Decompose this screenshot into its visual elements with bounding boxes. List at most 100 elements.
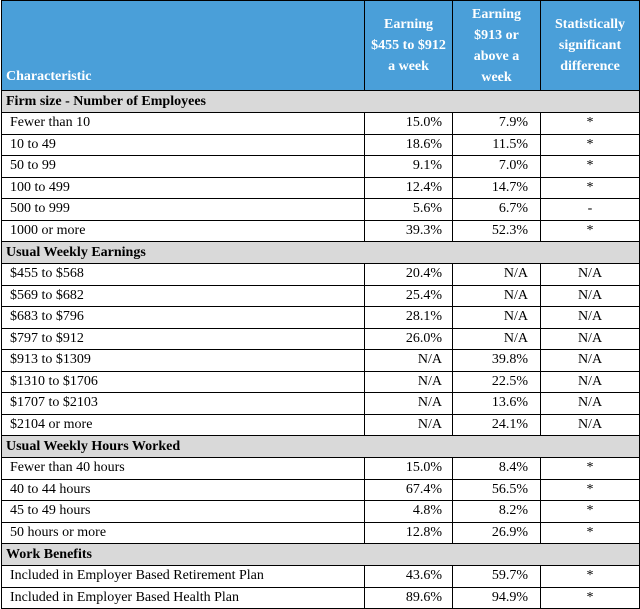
row-characteristic: $683 to $796	[1, 306, 365, 329]
row-characteristic: Included in Employer Based Retirement Pl…	[1, 565, 365, 588]
header-characteristic: Characteristic	[1, 0, 365, 91]
row-earning-455-912: 5.6%	[364, 198, 453, 221]
row-significance: *	[540, 112, 640, 135]
row-earning-455-912: 28.1%	[364, 306, 453, 329]
row-significance: *	[540, 457, 640, 480]
row-earning-455-912: 67.4%	[364, 478, 453, 501]
row-earning-455-912: 4.8%	[364, 500, 453, 523]
row-earning-913-above: 8.2%	[452, 500, 541, 523]
row-significance: N/A	[540, 306, 640, 329]
row-earning-913-above: 11.5%	[452, 133, 541, 156]
row-significance: N/A	[540, 413, 640, 436]
row-significance: *	[540, 133, 640, 156]
row-significance: *	[540, 500, 640, 523]
row-earning-913-above: 22.5%	[452, 370, 541, 393]
row-significance: -	[540, 198, 640, 221]
row-significance: *	[540, 176, 640, 199]
row-earning-455-912: 20.4%	[364, 263, 453, 286]
row-significance: *	[540, 219, 640, 242]
row-significance: *	[540, 155, 640, 178]
table-row: 500 to 999 5.6% 6.7% -	[1, 198, 640, 221]
row-earning-913-above: N/A	[452, 306, 541, 329]
row-characteristic: 45 to 49 hours	[1, 500, 365, 523]
row-earning-455-912: N/A	[364, 349, 453, 372]
table-row: 10 to 49 18.6% 11.5% *	[1, 133, 640, 156]
row-earning-913-above: 59.7%	[452, 565, 541, 588]
row-characteristic: $569 to $682	[1, 284, 365, 307]
section-title: Usual Weekly Hours Worked	[1, 435, 640, 458]
row-significance: N/A	[540, 370, 640, 393]
row-earning-913-above: 39.8%	[452, 349, 541, 372]
row-significance: *	[540, 478, 640, 501]
row-earning-455-912: N/A	[364, 413, 453, 436]
row-significance: *	[540, 521, 640, 544]
table-row: Fewer than 40 hours 15.0% 8.4% *	[1, 457, 640, 480]
section-title: Firm size - Number of Employees	[1, 90, 640, 113]
row-characteristic: $1310 to $1706	[1, 370, 365, 393]
row-earning-455-912: N/A	[364, 392, 453, 415]
section-row: Work Benefits	[1, 543, 640, 566]
row-significance: *	[540, 565, 640, 588]
row-earning-913-above: N/A	[452, 327, 541, 350]
table-row: $683 to $796 28.1% N/A N/A	[1, 306, 640, 329]
row-significance: N/A	[540, 392, 640, 415]
table-row: 50 hours or more 12.8% 26.9% *	[1, 521, 640, 544]
row-earning-913-above: 24.1%	[452, 413, 541, 436]
row-characteristic: 50 to 99	[1, 155, 365, 178]
table-body: Firm size - Number of Employees Fewer tha…	[1, 90, 640, 609]
table-row: $569 to $682 25.4% N/A N/A	[1, 284, 640, 307]
row-earning-913-above: 56.5%	[452, 478, 541, 501]
table-header: Characteristic Earning $455 to $912 a we…	[1, 0, 640, 91]
table-row: 45 to 49 hours 4.8% 8.2% *	[1, 500, 640, 523]
row-earning-913-above: 8.4%	[452, 457, 541, 480]
header-row: Characteristic Earning $455 to $912 a we…	[1, 0, 640, 91]
row-earning-455-912: 43.6%	[364, 565, 453, 588]
table-row: Included in Employer Based Retirement Pl…	[1, 565, 640, 588]
table-row: 100 to 499 12.4% 14.7% *	[1, 176, 640, 199]
row-characteristic: 500 to 999	[1, 198, 365, 221]
row-earning-455-912: 15.0%	[364, 112, 453, 135]
table-row: $797 to $912 26.0% N/A N/A	[1, 327, 640, 350]
header-col2-label: Earning $913 or above a week	[471, 6, 521, 85]
row-characteristic: $1707 to $2103	[1, 392, 365, 415]
row-earning-913-above: 7.0%	[452, 155, 541, 178]
header-earning-455-912: Earning $455 to $912 a week	[364, 0, 453, 91]
row-earning-913-above: 26.9%	[452, 521, 541, 544]
row-earning-455-912: 25.4%	[364, 284, 453, 307]
row-characteristic: 40 to 44 hours	[1, 478, 365, 501]
row-earning-913-above: 52.3%	[452, 219, 541, 242]
row-characteristic: Fewer than 40 hours	[1, 457, 365, 480]
header-col1-label: Earning $455 to $912 a week	[371, 17, 446, 74]
row-characteristic: 1000 or more	[1, 219, 365, 242]
header-col3-label: Statistically significant difference	[555, 17, 625, 74]
row-significance: N/A	[540, 263, 640, 286]
row-earning-455-912: 15.0%	[364, 457, 453, 480]
row-earning-913-above: N/A	[452, 284, 541, 307]
table-row: $1310 to $1706 N/A 22.5% N/A	[1, 370, 640, 393]
section-row: Usual Weekly Hours Worked	[1, 435, 640, 458]
row-earning-455-912: 12.8%	[364, 521, 453, 544]
row-earning-455-912: N/A	[364, 370, 453, 393]
row-characteristic: 10 to 49	[1, 133, 365, 156]
row-characteristic: $797 to $912	[1, 327, 365, 350]
row-earning-913-above: 13.6%	[452, 392, 541, 415]
row-characteristic: Fewer than 10	[1, 112, 365, 135]
table-row: $455 to $568 20.4% N/A N/A	[1, 263, 640, 286]
row-earning-455-912: 12.4%	[364, 176, 453, 199]
section-row: Firm size - Number of Employees	[1, 90, 640, 113]
row-earning-455-912: 39.3%	[364, 219, 453, 242]
row-earning-913-above: 7.9%	[452, 112, 541, 135]
header-significance: Statistically significant difference	[540, 0, 640, 91]
row-earning-455-912: 26.0%	[364, 327, 453, 350]
row-characteristic: 100 to 499	[1, 176, 365, 199]
row-earning-455-912: 9.1%	[364, 155, 453, 178]
row-significance: N/A	[540, 327, 640, 350]
row-earning-913-above: 6.7%	[452, 198, 541, 221]
header-earning-913-above: Earning $913 or above a week	[452, 0, 541, 91]
row-characteristic: $913 to $1309	[1, 349, 365, 372]
row-significance: N/A	[540, 349, 640, 372]
table-row: $913 to $1309 N/A 39.8% N/A	[1, 349, 640, 372]
table-row: $1707 to $2103 N/A 13.6% N/A	[1, 392, 640, 415]
row-earning-913-above: 14.7%	[452, 176, 541, 199]
